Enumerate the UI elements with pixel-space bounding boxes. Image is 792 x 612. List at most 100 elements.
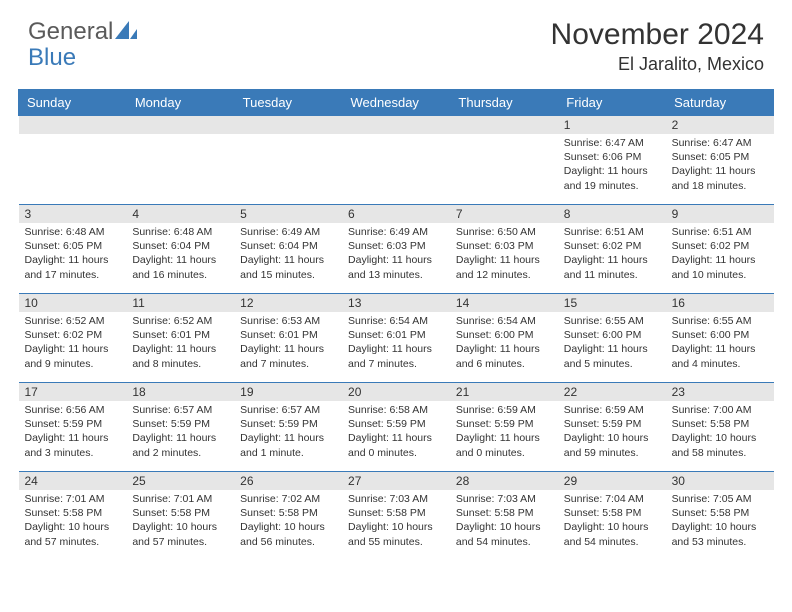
sunset-text: Sunset: 5:59 PM	[456, 417, 552, 431]
title-block: November 2024 El Jaralito, Mexico	[551, 18, 764, 75]
sunset-text: Sunset: 5:59 PM	[348, 417, 444, 431]
day-number: 20	[342, 383, 450, 401]
day-body: Sunrise: 6:51 AMSunset: 6:02 PMDaylight:…	[666, 223, 774, 293]
daylight-text: Daylight: 10 hours and 55 minutes.	[348, 520, 444, 548]
daylight-text: Daylight: 11 hours and 16 minutes.	[132, 253, 228, 281]
day-body: Sunrise: 6:52 AMSunset: 6:02 PMDaylight:…	[19, 312, 127, 382]
sunrise-text: Sunrise: 6:52 AM	[25, 314, 121, 328]
day-number: 7	[450, 205, 558, 223]
daylight-text: Daylight: 10 hours and 56 minutes.	[240, 520, 336, 548]
day-body: Sunrise: 6:52 AMSunset: 6:01 PMDaylight:…	[126, 312, 234, 382]
logo-text-2: Blue	[28, 44, 76, 72]
day-cell	[126, 116, 234, 205]
day-body: Sunrise: 6:54 AMSunset: 6:00 PMDaylight:…	[450, 312, 558, 382]
day-body: Sunrise: 7:01 AMSunset: 5:58 PMDaylight:…	[19, 490, 127, 560]
day-cell	[19, 116, 127, 205]
day-body: Sunrise: 7:02 AMSunset: 5:58 PMDaylight:…	[234, 490, 342, 560]
daylight-text: Daylight: 11 hours and 18 minutes.	[672, 164, 768, 192]
day-number	[234, 116, 342, 134]
daylight-text: Daylight: 10 hours and 57 minutes.	[25, 520, 121, 548]
daylight-text: Daylight: 11 hours and 13 minutes.	[348, 253, 444, 281]
day-number: 10	[19, 294, 127, 312]
week-row: 17Sunrise: 6:56 AMSunset: 5:59 PMDayligh…	[19, 383, 774, 472]
day-cell: 3Sunrise: 6:48 AMSunset: 6:05 PMDaylight…	[19, 205, 127, 294]
daylight-text: Daylight: 11 hours and 12 minutes.	[456, 253, 552, 281]
sunrise-text: Sunrise: 6:53 AM	[240, 314, 336, 328]
dayhead-thu: Thursday	[450, 90, 558, 116]
day-body: Sunrise: 6:54 AMSunset: 6:01 PMDaylight:…	[342, 312, 450, 382]
sunset-text: Sunset: 5:58 PM	[672, 417, 768, 431]
sunrise-text: Sunrise: 6:52 AM	[132, 314, 228, 328]
day-number: 1	[558, 116, 666, 134]
day-body: Sunrise: 6:47 AMSunset: 6:06 PMDaylight:…	[558, 134, 666, 204]
day-body: Sunrise: 7:01 AMSunset: 5:58 PMDaylight:…	[126, 490, 234, 560]
daylight-text: Daylight: 11 hours and 7 minutes.	[348, 342, 444, 370]
day-number: 12	[234, 294, 342, 312]
daylight-text: Daylight: 11 hours and 10 minutes.	[672, 253, 768, 281]
sunrise-text: Sunrise: 7:02 AM	[240, 492, 336, 506]
sunrise-text: Sunrise: 6:48 AM	[25, 225, 121, 239]
day-number	[126, 116, 234, 134]
day-cell	[342, 116, 450, 205]
sunrise-text: Sunrise: 7:05 AM	[672, 492, 768, 506]
day-body	[234, 134, 342, 204]
day-cell: 14Sunrise: 6:54 AMSunset: 6:00 PMDayligh…	[450, 294, 558, 383]
day-number: 2	[666, 116, 774, 134]
daylight-text: Daylight: 11 hours and 0 minutes.	[348, 431, 444, 459]
sunset-text: Sunset: 6:00 PM	[456, 328, 552, 342]
day-cell: 7Sunrise: 6:50 AMSunset: 6:03 PMDaylight…	[450, 205, 558, 294]
day-number: 17	[19, 383, 127, 401]
day-cell: 17Sunrise: 6:56 AMSunset: 5:59 PMDayligh…	[19, 383, 127, 472]
day-body: Sunrise: 6:48 AMSunset: 6:05 PMDaylight:…	[19, 223, 127, 293]
week-row: 3Sunrise: 6:48 AMSunset: 6:05 PMDaylight…	[19, 205, 774, 294]
day-cell: 27Sunrise: 7:03 AMSunset: 5:58 PMDayligh…	[342, 472, 450, 561]
sunrise-text: Sunrise: 7:00 AM	[672, 403, 768, 417]
daylight-text: Daylight: 10 hours and 54 minutes.	[456, 520, 552, 548]
day-body: Sunrise: 6:48 AMSunset: 6:04 PMDaylight:…	[126, 223, 234, 293]
day-cell: 21Sunrise: 6:59 AMSunset: 5:59 PMDayligh…	[450, 383, 558, 472]
sunset-text: Sunset: 6:03 PM	[456, 239, 552, 253]
day-cell: 5Sunrise: 6:49 AMSunset: 6:04 PMDaylight…	[234, 205, 342, 294]
day-number: 4	[126, 205, 234, 223]
day-cell	[450, 116, 558, 205]
day-body: Sunrise: 6:56 AMSunset: 5:59 PMDaylight:…	[19, 401, 127, 471]
daylight-text: Daylight: 11 hours and 11 minutes.	[564, 253, 660, 281]
sunrise-text: Sunrise: 7:03 AM	[456, 492, 552, 506]
day-number: 27	[342, 472, 450, 490]
sunrise-text: Sunrise: 7:01 AM	[25, 492, 121, 506]
day-cell: 18Sunrise: 6:57 AMSunset: 5:59 PMDayligh…	[126, 383, 234, 472]
day-cell: 1Sunrise: 6:47 AMSunset: 6:06 PMDaylight…	[558, 116, 666, 205]
day-body	[342, 134, 450, 204]
day-cell: 9Sunrise: 6:51 AMSunset: 6:02 PMDaylight…	[666, 205, 774, 294]
sunset-text: Sunset: 6:01 PM	[132, 328, 228, 342]
sunset-text: Sunset: 5:58 PM	[456, 506, 552, 520]
day-body: Sunrise: 7:03 AMSunset: 5:58 PMDaylight:…	[450, 490, 558, 560]
day-body: Sunrise: 6:51 AMSunset: 6:02 PMDaylight:…	[558, 223, 666, 293]
day-cell: 23Sunrise: 7:00 AMSunset: 5:58 PMDayligh…	[666, 383, 774, 472]
sunrise-text: Sunrise: 7:04 AM	[564, 492, 660, 506]
day-number: 24	[19, 472, 127, 490]
day-cell	[234, 116, 342, 205]
day-body	[450, 134, 558, 204]
day-cell: 26Sunrise: 7:02 AMSunset: 5:58 PMDayligh…	[234, 472, 342, 561]
day-body: Sunrise: 6:59 AMSunset: 5:59 PMDaylight:…	[558, 401, 666, 471]
sunset-text: Sunset: 5:58 PM	[240, 506, 336, 520]
day-cell: 13Sunrise: 6:54 AMSunset: 6:01 PMDayligh…	[342, 294, 450, 383]
day-number: 25	[126, 472, 234, 490]
day-body: Sunrise: 6:57 AMSunset: 5:59 PMDaylight:…	[126, 401, 234, 471]
sunrise-text: Sunrise: 6:55 AM	[564, 314, 660, 328]
sunrise-text: Sunrise: 6:57 AM	[240, 403, 336, 417]
day-number	[19, 116, 127, 134]
day-cell: 10Sunrise: 6:52 AMSunset: 6:02 PMDayligh…	[19, 294, 127, 383]
daylight-text: Daylight: 11 hours and 0 minutes.	[456, 431, 552, 459]
day-number: 21	[450, 383, 558, 401]
day-number: 9	[666, 205, 774, 223]
day-cell: 2Sunrise: 6:47 AMSunset: 6:05 PMDaylight…	[666, 116, 774, 205]
daylight-text: Daylight: 11 hours and 6 minutes.	[456, 342, 552, 370]
day-cell: 24Sunrise: 7:01 AMSunset: 5:58 PMDayligh…	[19, 472, 127, 561]
sunrise-text: Sunrise: 6:55 AM	[672, 314, 768, 328]
dayhead-fri: Friday	[558, 90, 666, 116]
day-cell: 30Sunrise: 7:05 AMSunset: 5:58 PMDayligh…	[666, 472, 774, 561]
header: General November 2024 El Jaralito, Mexic…	[0, 0, 792, 83]
calendar-table: Sunday Monday Tuesday Wednesday Thursday…	[18, 89, 774, 560]
